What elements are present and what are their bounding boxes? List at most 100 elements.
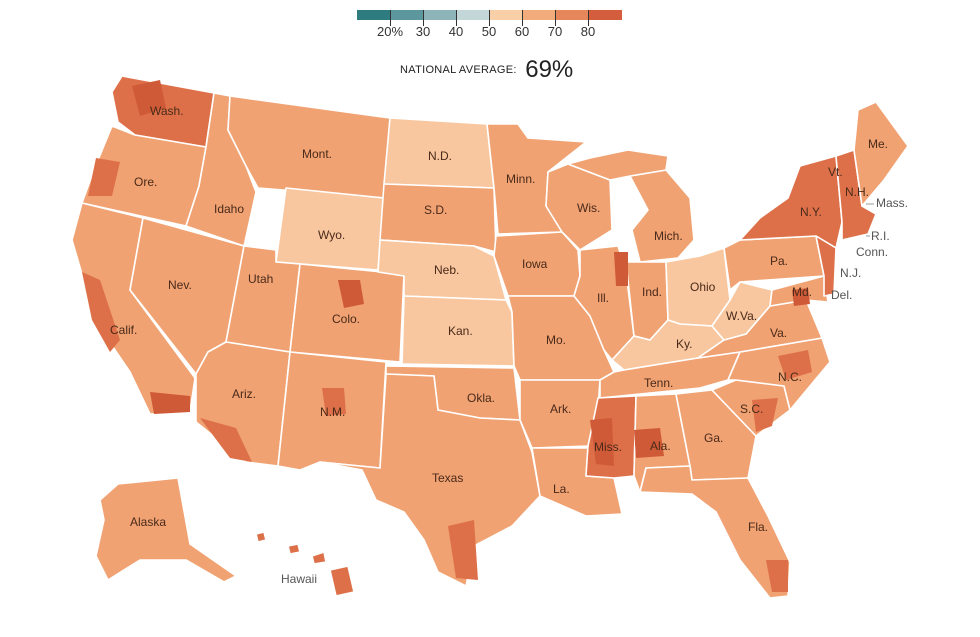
state-label-fla: Fla. (748, 520, 768, 534)
state-label-neb: Neb. (434, 263, 459, 277)
state-label-nm: N.M. (320, 405, 345, 419)
legend-swatch-2 (390, 10, 423, 20)
state-label-minn: Minn. (506, 172, 535, 186)
national-average-value: 69% (525, 56, 574, 83)
legend-tick (522, 10, 523, 26)
state-label-idaho: Idaho (214, 202, 244, 216)
legend-label: 20% (376, 24, 404, 39)
legend-label: 80 (580, 24, 596, 39)
state-label-iowa: Iowa (522, 257, 548, 271)
patch-nc (778, 350, 812, 380)
state-label-me: Me. (868, 137, 888, 151)
state-label-ind: Ind. (642, 285, 662, 299)
dark-county-patches (82, 80, 812, 592)
patch-ala-black-belt (634, 428, 664, 458)
state-label-okla: Okla. (467, 391, 495, 405)
patch-calif-coast (82, 272, 120, 352)
state-label-ky: Ky. (676, 337, 692, 351)
state-nj[interactable] (815, 235, 837, 297)
patch-miami (766, 560, 788, 592)
state-hawaii-2[interactable] (287, 543, 301, 555)
legend-swatch-3 (423, 10, 456, 20)
state-label-colo: Colo. (332, 312, 360, 326)
state-label-md: Md. (792, 285, 812, 299)
state-label-va: Va. (770, 326, 787, 340)
patch-sc (752, 398, 778, 432)
patch-denver (338, 280, 364, 308)
state-label-mass: Mass. (876, 196, 908, 210)
patch-south-texas (448, 520, 478, 580)
state-label-ga: Ga. (704, 431, 723, 445)
state-label-conn: Conn. (856, 245, 888, 259)
state-label-ariz: Ariz. (232, 387, 256, 401)
state-label-wva: W.Va. (726, 309, 757, 323)
patch-arizona-south (200, 418, 252, 462)
legend-label: 70 (547, 24, 563, 39)
patch-oregon-coast (88, 158, 120, 196)
state-mich[interactable] (629, 169, 695, 263)
state-label-wis: Wis. (577, 201, 600, 215)
legend-swatch-5 (489, 10, 522, 20)
state-label-ri: R.I. (871, 229, 890, 243)
state-label-alaska: Alaska (130, 515, 166, 529)
state-sd[interactable] (379, 183, 497, 253)
state-label-nh: N.H. (845, 185, 869, 199)
patch-miss-delta (590, 418, 614, 466)
state-label-nev: Nev. (168, 278, 192, 292)
state-label-pa: Pa. (770, 254, 788, 268)
legend-tick (423, 10, 424, 26)
state-label-wash: Wash. (150, 104, 184, 118)
legend-tick (390, 10, 391, 26)
state-label-ark: Ark. (550, 402, 571, 416)
state-label-tenn: Tenn. (644, 376, 673, 390)
state-hawaii-1[interactable] (255, 531, 267, 543)
legend-swatch-4 (456, 10, 489, 20)
state-label-ore: Ore. (134, 175, 157, 189)
legend-tick (588, 10, 589, 26)
state-label-mont: Mont. (302, 147, 332, 161)
state-label-ny: N.Y. (800, 205, 822, 219)
outside-labels: Mass. R.I. Conn. N.J. Del. Hawaii (281, 196, 908, 586)
state-label-nc: N.C. (778, 370, 802, 384)
legend-label: 40 (448, 24, 464, 39)
state-label-ala: Ala. (650, 439, 671, 453)
state-label-mo: Mo. (546, 333, 566, 347)
national-average-label: NATIONAL AVERAGE: (400, 64, 517, 76)
state-colo[interactable] (289, 263, 405, 363)
state-label-ohio: Ohio (690, 280, 716, 294)
state-label-del: Del. (831, 288, 852, 302)
legend-swatch-1 (357, 10, 390, 20)
state-hawaii-3[interactable] (311, 551, 327, 565)
state-label-mich: Mich. (654, 229, 683, 243)
state-label-miss: Miss. (594, 440, 622, 454)
state-ny[interactable] (739, 155, 843, 249)
state-label-hawaii: Hawaii (281, 572, 317, 586)
patch-nm (322, 388, 346, 416)
legend-tick (555, 10, 556, 26)
state-alaska[interactable] (95, 477, 237, 583)
state-label-kan: Kan. (448, 324, 473, 338)
state-hawaii-4[interactable] (329, 565, 355, 597)
legend-swatch-6 (522, 10, 555, 20)
legend-label: 30 (415, 24, 431, 39)
legend-tick (456, 10, 457, 26)
state-label-utah: Utah (248, 272, 273, 286)
state-label-ill: Ill. (597, 291, 609, 305)
state-label-la: La. (553, 482, 570, 496)
patch-chicago (614, 252, 628, 286)
state-fla[interactable] (639, 465, 791, 599)
patch-dc (792, 288, 810, 306)
state-me[interactable] (853, 101, 909, 207)
state-label-sd: S.D. (424, 203, 447, 217)
state-labels: Wash. Ore. Calif. Idaho Nev. Mont. Wyo. … (110, 104, 888, 534)
legend-swatch-7 (555, 10, 588, 20)
national-average: NATIONAL AVERAGE: 69% (400, 56, 573, 84)
state-mich-up[interactable] (567, 149, 669, 181)
patch-socal (150, 392, 190, 414)
state-label-sc: S.C. (740, 402, 763, 416)
state-label-texas: Texas (432, 471, 463, 485)
legend-label: 60 (514, 24, 530, 39)
state-label-nj: N.J. (840, 266, 861, 280)
